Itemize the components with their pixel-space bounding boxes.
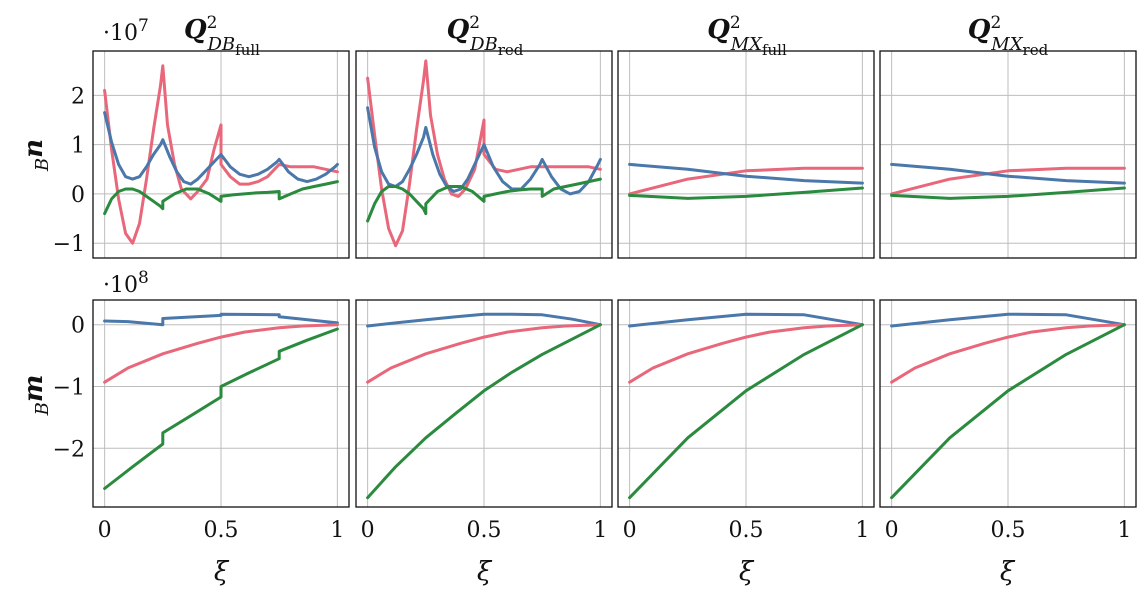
panel-frame [355, 299, 613, 508]
column-title-2: Q2 DBred [447, 13, 524, 59]
xlabel-col3: ξ [739, 557, 755, 587]
panel-r1-c2 [355, 50, 613, 259]
x-tick-label: 0.5 [729, 518, 764, 543]
panel-frame [879, 299, 1137, 508]
series-line-red [628, 166, 864, 196]
series-line-blue [366, 312, 602, 328]
x-tick-label: 0 [885, 518, 899, 543]
series-line-green [366, 323, 602, 500]
panel-r2-c1: −2 −1 0 0 0.5 1 [53, 299, 350, 543]
series-line-red [103, 323, 339, 384]
row2-ylabel: Bm [19, 375, 53, 417]
series-line-green [103, 180, 339, 216]
panel-r1-c4 [879, 50, 1137, 259]
y-tick-label: 0 [71, 314, 85, 339]
y-tick-label: 2 [71, 84, 85, 109]
column-title-3: Q2 MXfull [707, 13, 787, 59]
series-line-blue [890, 162, 1126, 185]
panel-frame [92, 299, 350, 508]
panel-frame [92, 50, 350, 259]
series-line-green [890, 323, 1126, 500]
x-tick-label: 0.5 [204, 518, 239, 543]
y-tick-label: −1 [53, 232, 85, 257]
x-tick-label: 0 [623, 518, 637, 543]
xlabel-col2: ξ [477, 557, 493, 587]
x-tick-label: 0.5 [991, 518, 1026, 543]
panel-frame [879, 50, 1137, 259]
x-tick-label: 1 [855, 518, 869, 543]
y-tick-label: 0 [71, 183, 85, 208]
series-line-red [366, 323, 602, 384]
y-tick-label: −2 [53, 437, 85, 462]
series-line-blue [103, 111, 339, 186]
panel-r2-c4: 0 0.5 1 [879, 299, 1137, 543]
series-line-blue [628, 312, 864, 328]
series-line-blue [366, 106, 602, 196]
series-line-red [103, 64, 339, 245]
panel-frame [617, 299, 875, 508]
series-line-blue [890, 312, 1126, 328]
column-title-4: Q2 MXred [968, 13, 1049, 59]
xlabel-col1: ξ [214, 557, 230, 587]
panel-r1-c3 [617, 50, 875, 259]
series-line-green [103, 327, 339, 490]
row1-exponent: ·107 [103, 16, 149, 46]
column-title-1: Q2 DBfull [184, 13, 260, 59]
series-line-green [890, 186, 1126, 200]
series-line-blue [103, 312, 339, 327]
x-tick-label: 1 [593, 518, 607, 543]
row2-exponent: ·108 [103, 268, 149, 298]
panel-r2-c3: 0 0.5 1 [617, 299, 875, 543]
series-line-blue [628, 162, 864, 185]
panel-frame [617, 50, 875, 259]
series-line-green [628, 323, 864, 500]
panel-frame [355, 50, 613, 259]
series-line-green [628, 186, 864, 200]
panel-r1-c1: −1 0 1 2 [53, 50, 350, 259]
xlabel-col4: ξ [1000, 557, 1016, 587]
series-line-red [628, 323, 864, 384]
series-line-red [890, 323, 1126, 384]
y-tick-label: −1 [53, 376, 85, 401]
x-tick-label: 1 [1117, 518, 1131, 543]
x-tick-label: 1 [330, 518, 344, 543]
x-tick-label: 0 [361, 518, 375, 543]
x-tick-label: 0.5 [467, 518, 502, 543]
y-tick-label: 1 [71, 134, 85, 159]
series-line-red [890, 166, 1126, 196]
series-line-green [366, 177, 602, 223]
x-tick-label: 0 [98, 518, 112, 543]
panel-r2-c2: 0 0.5 1 [355, 299, 613, 543]
row1-ylabel: Bn [19, 139, 53, 172]
